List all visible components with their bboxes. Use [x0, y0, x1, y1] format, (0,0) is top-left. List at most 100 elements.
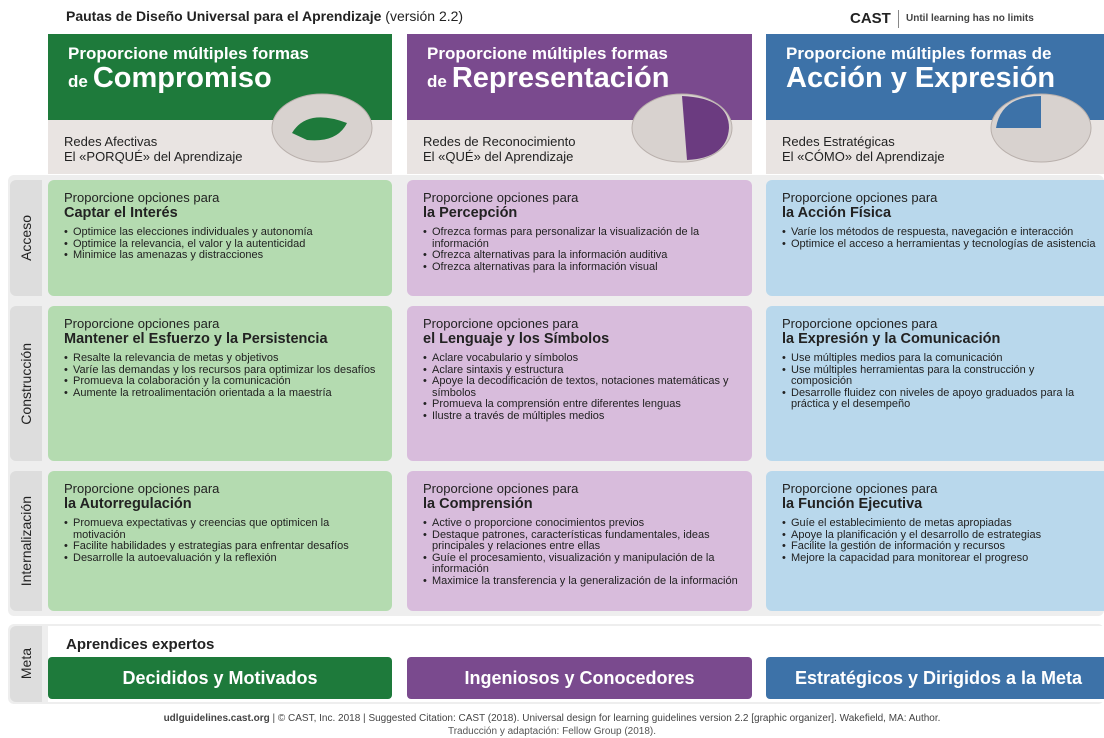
tagline: Until learning has no limits — [906, 13, 1034, 24]
checkpoint-list: Promueva expectativas y creencias que op… — [64, 517, 378, 565]
checkpoint: Guíe el establecimiento de metas apropia… — [782, 517, 1097, 530]
heading-top: Proporcione múltiples formas de — [786, 44, 1052, 63]
cell-intro: Proporcione opciones para — [64, 316, 220, 331]
checkpoint: Optimice el acceso a herramientas y tecn… — [782, 238, 1097, 251]
checkpoint: Mejore la capacidad para monitorear el p… — [782, 552, 1097, 565]
checkpoint-list: Active o proporcione conocimientos previ… — [423, 517, 738, 588]
heading-main: Compromiso — [92, 62, 272, 94]
checkpoint-list: Resalte la relevancia de metas y objetiv… — [64, 352, 378, 400]
checkpoint: Guíe el procesamiento, visualización y m… — [423, 552, 738, 576]
checkpoint: Varíe los métodos de respuesta, navegaci… — [782, 226, 1097, 239]
heading-prefix: de — [427, 72, 447, 91]
checkpoint: Apoye la planificación y el desarrollo d… — [782, 529, 1097, 542]
checkpoint-list: Use múltiples medios para la comunicació… — [782, 352, 1097, 411]
brain-icon — [990, 93, 1092, 163]
checkpoint: Use múltiples medios para la comunicació… — [782, 352, 1097, 365]
row-label-text: Internalización — [18, 495, 34, 587]
heading-line: de Compromiso — [68, 62, 272, 95]
cell-title: la Expresión y la Comunicación — [782, 331, 1001, 347]
cell-title: Mantener el Esfuerzo y la Persistencia — [64, 331, 328, 347]
cell-title: la Acción Física — [782, 205, 892, 221]
footer-translation: Traducción y adaptación: Fellow Group (2… — [447, 726, 657, 737]
cell-title: la Autorregulación — [64, 496, 192, 512]
checkpoint: Minimice las amenazas y distracciones — [64, 249, 378, 262]
row-label: Meta — [10, 626, 42, 702]
cell-intro: Proporcione opciones para — [64, 481, 220, 496]
checkpoint-list: Varíe los métodos de respuesta, navegaci… — [782, 226, 1097, 251]
checkpoint: Facilite la gestión de información y rec… — [782, 540, 1097, 553]
checkpoint: Aumente la retroalimentación orientada a… — [64, 387, 378, 400]
checkpoint-list: Ofrezca formas para personalizar la visu… — [423, 226, 738, 274]
row-label: Internalización — [10, 471, 42, 611]
guideline-cell: Proporcione opciones para Captar el Inter… — [48, 180, 392, 296]
checkpoint: Facilite habilidades y estrategias para … — [64, 540, 378, 553]
expert-goal: Decididos y Motivados — [48, 657, 392, 699]
cell-intro: Proporcione opciones para — [64, 190, 220, 205]
checkpoint-list: Optimice las elecciones individuales y a… — [64, 226, 378, 262]
heading-line: de Representación — [427, 62, 669, 95]
row-label-text: Acceso — [18, 215, 34, 261]
network: Redes de Reconocimiento — [423, 134, 576, 149]
checkpoint: Aclare sintaxis y estructura — [423, 364, 738, 377]
footer-citation: | © CAST, Inc. 2018 | Suggested Citation… — [272, 713, 941, 724]
checkpoint: Use múltiples herramientas para la const… — [782, 364, 1097, 388]
heading-top: Proporcione múltiples formas — [427, 44, 668, 63]
checkpoint: Promueva la colaboración y la comunicaci… — [64, 375, 378, 388]
cell-intro: Proporcione opciones para — [782, 316, 938, 331]
checkpoint: Ofrezca formas para personalizar la visu… — [423, 226, 738, 250]
heading-prefix: de — [68, 72, 88, 91]
why: El «QUÉ» del Aprendizaje — [423, 149, 574, 164]
checkpoint: Desarrolle la autoevaluación y la reflex… — [64, 552, 378, 565]
footer-site: udlguidelines.cast.org — [163, 713, 270, 724]
checkpoint: Ofrezca alternativas para la información… — [423, 261, 738, 274]
checkpoint: Destaque patrones, características funda… — [423, 529, 738, 553]
network: Redes Estratégicas — [782, 134, 895, 149]
meta-heading: Aprendices expertos — [66, 636, 215, 653]
heading-top: Proporcione múltiples formas — [68, 44, 309, 63]
cell-title: la Comprensión — [423, 496, 533, 512]
checkpoint: Apoye la decodificación de textos, notac… — [423, 375, 738, 399]
guideline-cell: Proporcione opciones para Mantener el Esf… — [48, 306, 392, 461]
checkpoint: Resalte la relevancia de metas y objetiv… — [64, 352, 378, 365]
cell-intro: Proporcione opciones para — [782, 190, 938, 205]
guideline-cell: Proporcione opciones para la Acción Físic… — [766, 180, 1104, 296]
row-label-text: Construcción — [18, 342, 34, 425]
cell-title: la Función Ejecutiva — [782, 496, 923, 512]
row-label: Acceso — [10, 180, 42, 296]
cell-intro: Proporcione opciones para — [782, 481, 938, 496]
why: El «CÓMO» del Aprendizaje — [782, 149, 945, 164]
guideline-cell: Proporcione opciones para el Lenguaje y l… — [407, 306, 752, 461]
brand: CAST — [850, 10, 891, 27]
checkpoint: Optimice la relevancia, el valor y la au… — [64, 238, 378, 251]
guideline-cell: Proporcione opciones para la Función Ejec… — [766, 471, 1104, 611]
heading-main: Representación — [451, 62, 670, 94]
checkpoint: Aclare vocabulario y símbolos — [423, 352, 738, 365]
cell-intro: Proporcione opciones para — [423, 481, 579, 496]
brain-icon — [271, 93, 373, 163]
why: El «PORQUÉ» del Aprendizaje — [64, 149, 243, 164]
checkpoint-list: Guíe el establecimiento de metas apropia… — [782, 517, 1097, 565]
cell-title: el Lenguaje y los Símbolos — [423, 331, 610, 347]
checkpoint: Ilustre a través de múltiples medios — [423, 410, 738, 423]
footer: udlguidelines.cast.org | © CAST, Inc. 20… — [0, 713, 1104, 724]
checkpoint: Optimice las elecciones individuales y a… — [64, 226, 378, 239]
checkpoint: Desarrolle fluidez con niveles de apoyo … — [782, 387, 1097, 411]
checkpoint: Promueva expectativas y creencias que op… — [64, 517, 378, 541]
expert-goal: Ingeniosos y Conocedores — [407, 657, 752, 699]
checkpoint-list: Aclare vocabulario y símbolosAclare sint… — [423, 352, 738, 423]
checkpoint: Varíe las demandas y los recursos para o… — [64, 364, 378, 377]
row-label: Construcción — [10, 306, 42, 461]
guideline-cell: Proporcione opciones para la Expresión y … — [766, 306, 1104, 461]
cell-title: Captar el Interés — [64, 205, 178, 221]
title-line: Pautas de Diseño Universal para el Apren… — [66, 8, 463, 24]
checkpoint: Promueva la comprensión entre diferentes… — [423, 398, 738, 411]
cell-title: la Percepción — [423, 205, 518, 221]
network: Redes Afectivas — [64, 134, 158, 149]
expert-goal: Estratégicos y Dirigidos a la Meta — [766, 657, 1104, 699]
guideline-cell: Proporcione opciones para la Autorregulac… — [48, 471, 392, 611]
row-label-text: Meta — [18, 648, 34, 680]
checkpoint: Maximice la transferencia y la generaliz… — [423, 575, 738, 588]
